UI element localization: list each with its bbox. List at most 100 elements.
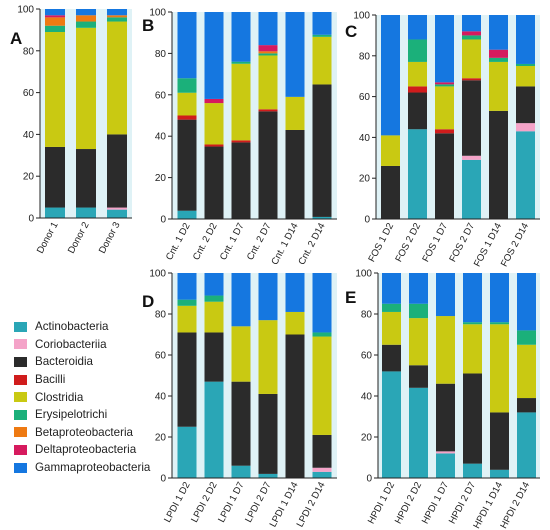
x-tick-label: Cnt. 1 D7	[218, 221, 247, 262]
bar-segment	[107, 21, 127, 135]
bar-segment	[489, 110, 508, 219]
bar-segment	[231, 465, 251, 478]
panel-letter: C	[345, 22, 357, 41]
bar-segment	[76, 207, 96, 218]
bar-stack	[409, 273, 428, 478]
plot-background	[376, 15, 540, 219]
bar-segment	[408, 92, 427, 130]
bar-segment	[517, 273, 536, 331]
bar-segment	[204, 381, 224, 478]
bar-segment	[285, 311, 305, 335]
bar-segment	[107, 9, 127, 16]
bar-segment	[285, 12, 305, 97]
bar-segment	[463, 463, 482, 478]
y-tick-label: 80	[361, 310, 373, 321]
bar-stack	[204, 273, 224, 478]
legend-swatch	[14, 409, 27, 420]
panel-letter: B	[142, 16, 154, 35]
legend-item: Clostridia	[14, 388, 164, 406]
bar-stack	[462, 15, 481, 219]
x-tick-label: HPDI 1 D7	[420, 480, 451, 526]
bar-segment	[285, 129, 305, 219]
bar-segment	[408, 129, 427, 219]
bar-segment	[177, 115, 197, 120]
bar-segment	[409, 273, 428, 304]
bar-segment	[76, 149, 96, 208]
bar-segment	[204, 273, 224, 296]
bar-segment	[231, 142, 251, 219]
bar-segment	[45, 207, 65, 218]
bar-segment	[107, 17, 127, 22]
x-tick-label: FOS 1 D7	[420, 221, 450, 264]
bar-segment	[435, 129, 454, 134]
bar-segment	[258, 273, 278, 321]
bar-segment	[204, 144, 224, 147]
bar-segment	[516, 131, 535, 219]
legend-label: Deltaproteobacteria	[35, 443, 137, 457]
bar-stack	[204, 12, 224, 219]
legend-swatch	[14, 356, 27, 367]
bar-segment	[177, 299, 197, 306]
y-tick-label: 60	[361, 351, 373, 362]
legend-label: Gammaproteobacteria	[35, 461, 151, 475]
y-tick-label: 0	[364, 215, 370, 226]
bar-segment	[436, 316, 455, 384]
bar-segment	[45, 15, 65, 18]
bar-stack	[258, 12, 278, 219]
bar-segment	[409, 387, 428, 478]
bar-segment	[517, 344, 536, 399]
bar-segment	[490, 469, 509, 478]
legend-item: Bacilli	[14, 371, 164, 389]
bar-segment	[463, 324, 482, 374]
x-tick-label: LPDI 1 D2	[162, 480, 192, 524]
bar-segment	[462, 80, 481, 156]
y-tick-label: 100	[149, 269, 166, 280]
bar-stack	[490, 273, 509, 478]
y-tick-label: 0	[28, 214, 34, 225]
bar-segment	[462, 159, 481, 219]
bar-segment	[436, 451, 455, 454]
bar-stack	[177, 273, 197, 478]
legend-item: Betaproteobacteria	[14, 424, 164, 442]
bar-segment	[231, 140, 251, 143]
bar-stack	[463, 273, 482, 478]
legend-item: Actinobacteria	[14, 318, 164, 336]
bar-segment	[516, 123, 535, 132]
bar-segment	[462, 15, 481, 32]
bar-segment	[231, 273, 251, 327]
bar-segment	[435, 86, 454, 130]
legend-label: Coriobacteriia	[35, 337, 107, 351]
x-tick-label: FOS 1 D2	[366, 221, 396, 264]
bar-stack	[516, 15, 535, 219]
y-tick-label: 80	[155, 49, 167, 60]
legend-swatch	[14, 339, 27, 350]
bar-segment	[258, 12, 278, 46]
bar-segment	[258, 111, 278, 219]
x-tick-label: Cnt. 2 D2	[191, 221, 220, 262]
bar-segment	[204, 12, 224, 99]
bar-segment	[516, 15, 535, 64]
bar-segment	[177, 119, 197, 211]
x-tick-label: Cnt. 1 D2	[164, 221, 193, 262]
legend-swatch	[14, 374, 27, 385]
bar-segment	[435, 15, 454, 83]
bar-segment	[516, 66, 535, 87]
bar-segment	[408, 39, 427, 62]
x-tick-label: Donor 2	[66, 220, 92, 255]
bar-segment	[312, 36, 332, 85]
bar-segment	[409, 303, 428, 319]
y-tick-label: 20	[23, 172, 35, 183]
bar-segment	[409, 318, 428, 366]
y-tick-label: 40	[361, 392, 373, 403]
bar-stack	[76, 9, 96, 218]
y-tick-label: 100	[355, 269, 372, 280]
bar-segment	[462, 155, 481, 160]
legend-item: Bacteroidia	[14, 353, 164, 371]
plot-background	[378, 273, 540, 478]
bar-segment	[516, 63, 535, 66]
bar-segment	[435, 133, 454, 219]
bar-segment	[381, 165, 400, 219]
bar-stack	[312, 12, 332, 219]
bar-segment	[516, 86, 535, 124]
